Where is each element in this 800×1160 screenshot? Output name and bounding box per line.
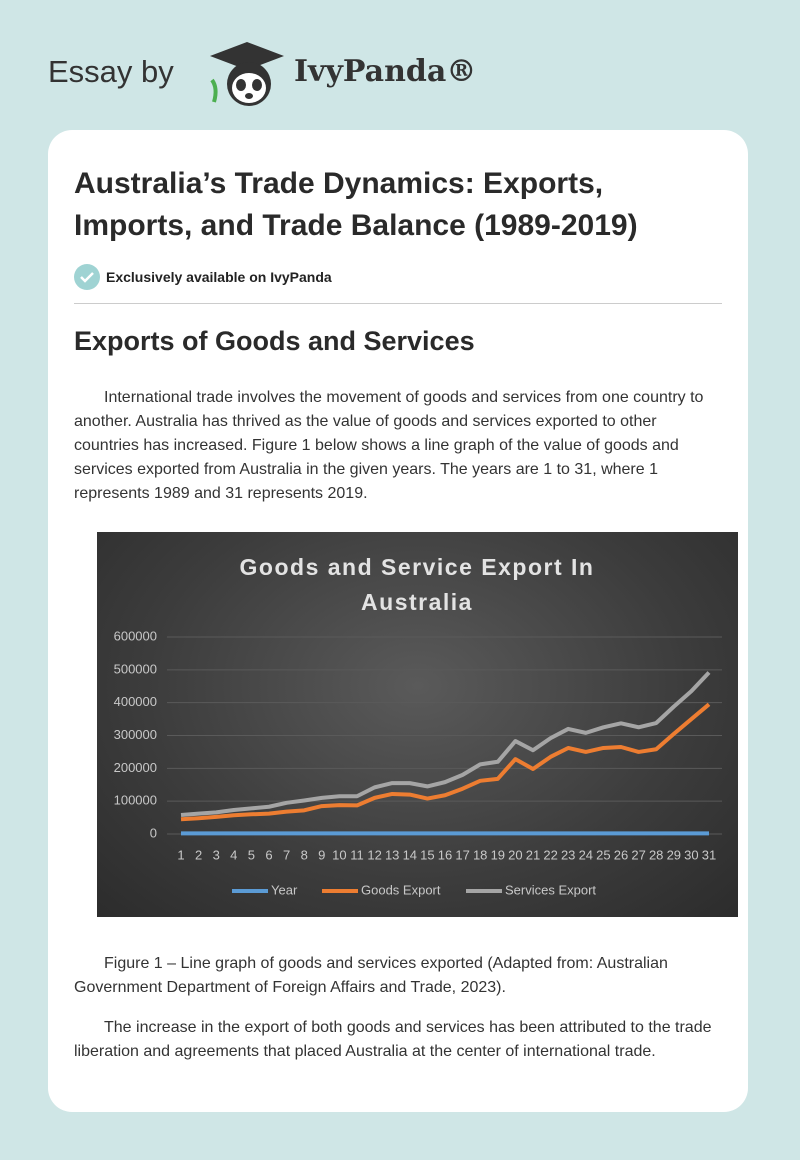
- x-tick-label: 2: [195, 847, 202, 862]
- paragraph: International trade involves the movemen…: [74, 389, 704, 502]
- article-card: Australia’s Trade Dynamics: Exports, Imp…: [48, 130, 748, 1112]
- y-tick-label: 200000: [114, 760, 157, 775]
- x-tick-label: 20: [508, 847, 522, 862]
- x-tick-label: 25: [596, 847, 610, 862]
- data-line: [180, 671, 711, 817]
- x-tick-label: 19: [491, 847, 505, 862]
- x-tick-label: 23: [561, 847, 575, 862]
- badge-text: Exclusively available on IvyPanda: [106, 269, 332, 285]
- legend-label: Services Export: [505, 882, 596, 897]
- x-tick-label: 28: [649, 847, 663, 862]
- x-tick-label: 14: [403, 847, 417, 862]
- x-tick-label: 29: [667, 847, 681, 862]
- x-tick-label: 24: [579, 847, 593, 862]
- figure-caption: Figure 1 – Line graph of goods and servi…: [74, 955, 668, 996]
- x-tick-label: 12: [367, 847, 381, 862]
- x-tick-label: 6: [265, 847, 272, 862]
- chart-title: Goods and Service Export In Australia: [239, 554, 595, 615]
- x-tick-label: 5: [248, 847, 255, 862]
- header-brand: IvyPanda®: [294, 54, 477, 89]
- site-header: Essay by IvyPanda®: [48, 40, 648, 110]
- article-title: Australia’s Trade Dynamics: Exports, Imp…: [74, 167, 638, 242]
- y-tick-label: 300000: [114, 727, 157, 742]
- x-tick-label: 13: [385, 847, 399, 862]
- legend-label: Year: [271, 882, 298, 897]
- y-tick-label: 100000: [114, 793, 157, 808]
- y-tick-label: 400000: [114, 694, 157, 709]
- data-line: [180, 702, 711, 822]
- paragraph: The increase in the export of both goods…: [74, 1019, 712, 1060]
- check-icon: [74, 264, 100, 290]
- x-tick-label: 27: [631, 847, 645, 862]
- chart: Goods and Service Export In Australia 0 1…: [97, 532, 738, 917]
- x-tick-label: 8: [301, 847, 308, 862]
- x-tick-label: 4: [230, 847, 237, 862]
- x-tick-label: 21: [526, 847, 540, 862]
- x-tick-label: 10: [332, 847, 346, 862]
- logo: [210, 42, 284, 106]
- y-tick-label: 600000: [114, 628, 157, 643]
- x-tick-label: 26: [614, 847, 628, 862]
- y-tick-label: 0: [150, 825, 157, 840]
- x-tick-label: 16: [438, 847, 452, 862]
- badge: Exclusively available on IvyPanda: [74, 264, 332, 290]
- x-tick-label: 1: [177, 847, 184, 862]
- y-tick-label: 500000: [114, 661, 157, 676]
- x-tick-label: 11: [350, 847, 364, 862]
- x-tick-label: 3: [213, 847, 220, 862]
- x-tick-label: 15: [420, 847, 434, 862]
- section-heading: Exports of Goods and Services: [74, 326, 475, 356]
- x-tick-label: 31: [702, 847, 716, 862]
- x-tick-label: 22: [543, 847, 557, 862]
- x-tick-label: 18: [473, 847, 487, 862]
- x-tick-label: 9: [318, 847, 325, 862]
- x-tick-label: 30: [684, 847, 698, 862]
- header-prefix: Essay by: [48, 54, 174, 89]
- divider: [74, 303, 722, 304]
- legend-label: Goods Export: [361, 882, 441, 897]
- x-tick-label: 7: [283, 847, 290, 862]
- x-tick-label: 17: [455, 847, 469, 862]
